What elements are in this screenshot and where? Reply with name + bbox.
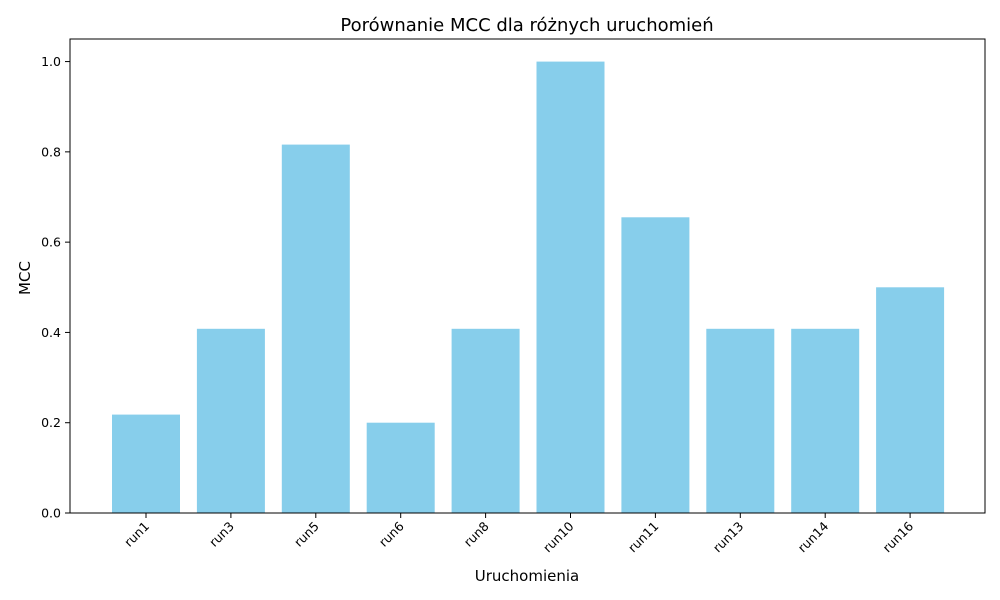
x-tick-label-run1: run1 — [121, 519, 152, 550]
y-axis: 0.0 0.2 0.4 0.6 0.8 1.0 — [41, 54, 70, 521]
x-tick-label-run3: run3 — [206, 519, 237, 550]
bar-run1 — [112, 414, 180, 513]
bar-run13 — [706, 328, 775, 513]
x-tick-label-run6: run6 — [376, 518, 407, 549]
y-tick-label-0.0: 0.0 — [41, 506, 61, 521]
x-tick-label-run14: run14 — [795, 518, 832, 555]
bar-run3 — [196, 328, 265, 513]
y-tick-label-0.2: 0.2 — [41, 415, 61, 430]
bar-run16 — [876, 287, 945, 513]
y-tick-label-0.8: 0.8 — [41, 144, 61, 159]
y-tick-label-0.6: 0.6 — [41, 235, 61, 250]
bar-run6 — [366, 422, 435, 513]
bars-group — [112, 61, 945, 514]
plot-frame — [69, 38, 986, 514]
x-tick-label-run13: run13 — [710, 519, 747, 556]
x-axis: run1 run3 run5 run6 run8 run10 run11 run13 run14… — [121, 513, 916, 555]
bar-run8 — [451, 328, 520, 513]
x-axis-label: Uruchomienia — [475, 567, 579, 585]
bar-run11 — [621, 217, 690, 514]
x-tick-label-run16: run16 — [880, 518, 917, 555]
x-tick-label-run10: run10 — [540, 518, 577, 555]
x-tick-label-run8: run8 — [461, 518, 492, 549]
y-axis-label: MCC — [16, 261, 34, 295]
bar-run5 — [281, 144, 350, 513]
chart-title: Porównanie MCC dla różnych uruchomień — [340, 15, 713, 36]
bar-run10 — [536, 61, 605, 513]
x-tick-label-run11: run11 — [625, 519, 662, 556]
bar-run14 — [791, 328, 860, 513]
y-tick-label-1.0: 1.0 — [41, 54, 61, 69]
y-tick-label-0.4: 0.4 — [41, 325, 61, 340]
x-tick-label-run5: run5 — [291, 519, 322, 550]
